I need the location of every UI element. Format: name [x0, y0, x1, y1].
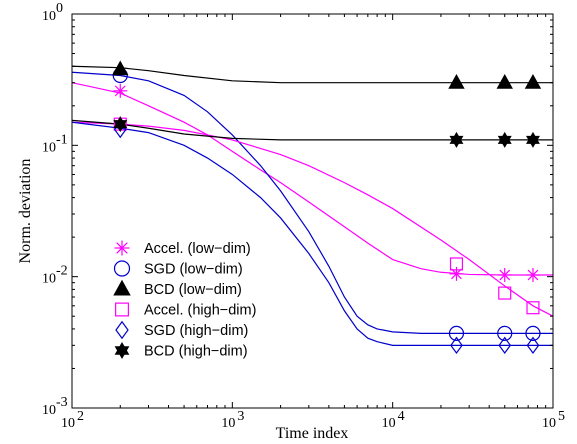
series-line-0 [72, 82, 553, 276]
legend-label-4: SGD (high−dim) [144, 323, 248, 339]
series-line-4 [72, 121, 553, 346]
svg-text:3: 3 [237, 409, 244, 424]
legend-label-1: SGD (low−dim) [144, 262, 243, 278]
series-marker-0 [525, 267, 540, 282]
series-marker-0 [449, 266, 464, 281]
y-tick-label: 10-3 [42, 395, 68, 418]
legend-label-3: Accel. (high−dim) [144, 303, 256, 319]
x-tick-label: 10 4 [382, 409, 405, 431]
legend-label-2: BCD (low−dim) [144, 282, 242, 298]
series-marker-1 [525, 325, 541, 341]
svg-text:10: 10 [221, 416, 235, 431]
legend-label-0: Accel. (low−dim) [144, 241, 251, 257]
svg-text:10: 10 [42, 403, 56, 418]
svg-text:0: 0 [56, 1, 63, 16]
x-tick-label: 10 3 [221, 409, 244, 431]
svg-text:10: 10 [382, 416, 396, 431]
series-marker-3 [449, 257, 464, 271]
svg-text:10: 10 [42, 9, 56, 24]
y-tick-label: 100 [42, 1, 63, 24]
legend: Accel. (low−dim) SGD (low−dim) BCD (low−di… [113, 240, 256, 360]
x-axis-label: Time index [276, 425, 349, 442]
series-marker-1 [497, 325, 513, 341]
svg-text:-2: -2 [56, 264, 68, 279]
series-marker-5 [449, 131, 464, 148]
svg-text:4: 4 [398, 409, 405, 424]
series-marker-4 [526, 336, 540, 355]
svg-text:10: 10 [61, 416, 75, 431]
series-marker-5 [497, 131, 512, 148]
series-marker-1 [448, 325, 465, 341]
svg-text:-3: -3 [56, 395, 68, 410]
legend-label-5: BCD (high−dim) [144, 344, 248, 360]
svg-text:10: 10 [542, 416, 556, 431]
y-tick-label: 10-2 [42, 264, 68, 287]
legend-marker-5 [114, 342, 130, 359]
legend-marker-1 [113, 260, 131, 277]
series-marker-2 [112, 60, 129, 76]
y-axis-label: Norm. deviation [17, 159, 34, 264]
series-marker-4 [498, 336, 512, 355]
legend-marker-3 [115, 302, 129, 317]
x-tick-label: 10 5 [542, 409, 565, 431]
series-line-5 [72, 119, 553, 141]
svg-text:10: 10 [42, 272, 56, 287]
series-marker-2 [524, 73, 542, 89]
series-line-3 [72, 121, 553, 317]
svg-text:-1: -1 [56, 132, 68, 147]
series-marker-0 [113, 83, 128, 98]
x-tick-label: 10 2 [61, 409, 84, 431]
series-line-2 [72, 65, 553, 84]
series-marker-5 [113, 116, 128, 133]
svg-text:10: 10 [42, 140, 56, 155]
series-marker-3 [526, 301, 540, 315]
series-marker-3 [498, 286, 512, 300]
series-marker-2 [496, 73, 513, 89]
plot-area [72, 14, 553, 408]
series-marker-2 [448, 73, 465, 89]
legend-marker-0 [114, 240, 130, 256]
series-marker-4 [450, 336, 463, 355]
axes-frame [71, 13, 554, 409]
series-line-1 [72, 71, 553, 334]
svg-text:5: 5 [558, 409, 565, 424]
svg-text:2: 2 [77, 409, 84, 424]
series-marker-0 [497, 267, 512, 282]
legend-marker-4 [115, 320, 129, 340]
legend-marker-2 [113, 279, 131, 296]
y-tick-label: 10-1 [42, 132, 68, 155]
series-marker-5 [526, 131, 540, 148]
